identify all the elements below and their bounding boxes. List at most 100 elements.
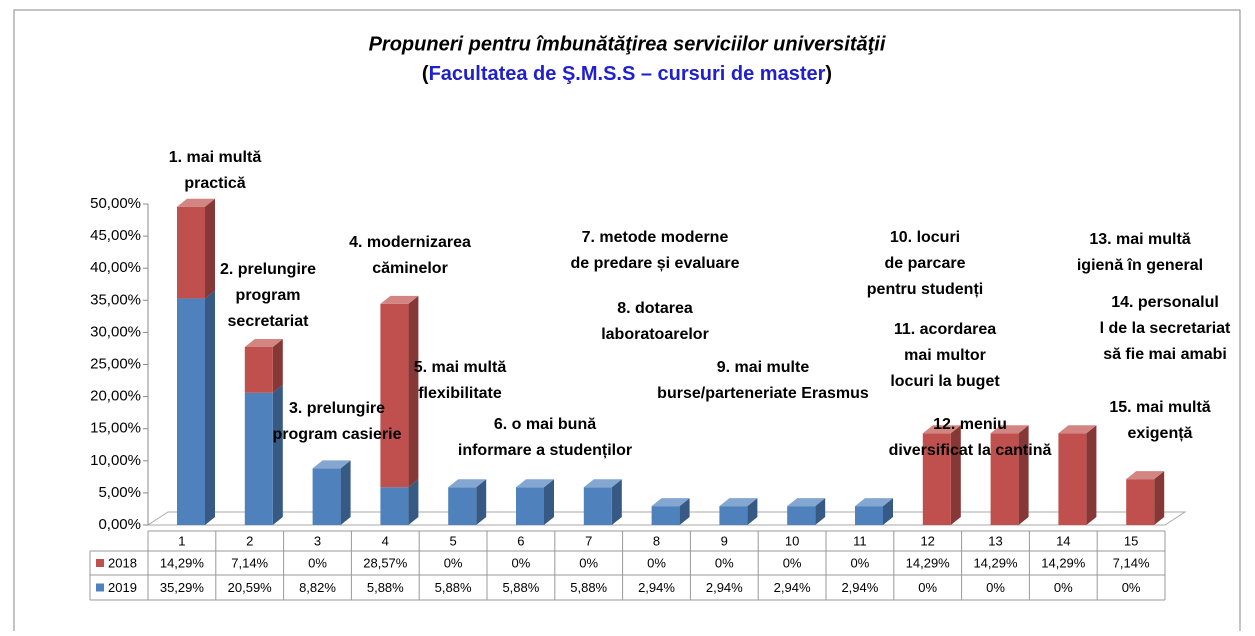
- table-value: 0%: [918, 580, 937, 595]
- chart-title: Propuneri pentru îmbunătăţirea serviciil…: [369, 33, 886, 55]
- bar-top: [855, 498, 893, 507]
- bar-side: [950, 425, 961, 525]
- x-tick-label: 3: [314, 533, 321, 548]
- table-value: 2,94%: [706, 580, 743, 595]
- x-tick-label: 5: [449, 533, 456, 548]
- floor: [146, 511, 1187, 526]
- chart-subtitle: (Facultatea de Ş.M.S.S – cursuri de mast…: [422, 63, 832, 85]
- table-value: 0%: [851, 555, 870, 570]
- table-value: 8,82%: [299, 580, 336, 595]
- annotation: 13. mai multă: [1089, 231, 1190, 248]
- bar: [855, 506, 883, 525]
- bar: [922, 433, 951, 525]
- annotation: locuri la buget: [890, 373, 1000, 390]
- x-tick-label: 10: [785, 533, 799, 548]
- subtitle-main: Facultatea de Ş.M.S.S – cursuri de maste…: [429, 63, 826, 85]
- y-tick-label: 45,00%: [90, 227, 141, 244]
- subtitle-open: (: [422, 63, 429, 85]
- bar-side: [1018, 425, 1029, 525]
- table-value: 0%: [715, 555, 734, 570]
- annotation: 10. locuri: [890, 229, 960, 246]
- table-value: 0%: [986, 580, 1005, 595]
- y-tick-label: 20,00%: [90, 388, 141, 405]
- bar-side: [544, 479, 554, 525]
- bar: [651, 506, 680, 525]
- bar: [244, 392, 273, 525]
- table-value: 0%: [647, 555, 666, 570]
- legend-swatch: [96, 583, 104, 592]
- bar-side: [205, 198, 215, 299]
- bar: [516, 487, 544, 525]
- bar-side: [1086, 425, 1097, 525]
- table-value: 7,14%: [231, 555, 268, 570]
- bar: [583, 487, 612, 525]
- y-tick-label: 30,00%: [90, 323, 141, 340]
- annotation: informare a studenților: [458, 442, 632, 459]
- annotation: 5. mai multă: [414, 359, 507, 376]
- bar-side: [272, 338, 283, 393]
- table-value: 14,29%: [973, 555, 1018, 570]
- bar-top: [787, 498, 826, 507]
- annotation: de parcare: [885, 255, 966, 272]
- bar: [177, 298, 205, 525]
- annotation: de predare și evaluare: [571, 255, 740, 272]
- bar-side: [747, 498, 758, 525]
- bar: [990, 433, 1019, 525]
- bar-side: [205, 290, 215, 525]
- annotation: 15. mai multă: [1109, 399, 1210, 416]
- x-tick-label: 2: [246, 533, 253, 548]
- x-tick-label: 12: [920, 533, 934, 548]
- annotation: flexibilitate: [418, 385, 502, 402]
- table-value: 2,94%: [841, 580, 878, 595]
- annotation: laboratoarelor: [601, 326, 709, 343]
- legend-swatch: [96, 559, 104, 567]
- bar-top: [312, 460, 351, 469]
- legend-label: 2019: [108, 580, 137, 595]
- bar-side: [883, 498, 893, 525]
- annotation: mai multor: [904, 347, 986, 364]
- bar-side: [1154, 471, 1165, 525]
- x-tick-label: 4: [382, 533, 389, 548]
- bar: [448, 487, 477, 525]
- annotation: 6. o mai bună: [494, 416, 596, 433]
- annotation: program casierie: [273, 426, 402, 443]
- table-value: 5,88%: [570, 580, 607, 595]
- annotation: 12. meniu: [933, 416, 1007, 433]
- y-tick-label: 0,00%: [98, 516, 141, 533]
- x-tick-label: 1: [178, 533, 185, 548]
- y-tick-label: 35,00%: [90, 291, 141, 308]
- x-tick-label: 13: [988, 533, 1002, 548]
- table-value: 14,29%: [1041, 555, 1086, 570]
- annotation: 7. metode moderne: [582, 229, 729, 246]
- table-value: 2,94%: [638, 580, 675, 595]
- bar: [787, 506, 816, 525]
- subtitle-close: ): [825, 63, 832, 85]
- x-tick-label: 8: [653, 533, 660, 548]
- annotation: l de la secretariat: [1100, 320, 1231, 337]
- annotation: să fie mai amabi: [1103, 346, 1227, 363]
- table-value: 28,57%: [363, 555, 408, 570]
- bar-top: [990, 425, 1029, 434]
- annotation: căminelor: [372, 260, 448, 277]
- annotation: 14. personalul: [1111, 294, 1219, 311]
- bar: [719, 506, 748, 525]
- table-value: 0%: [1122, 580, 1141, 595]
- bar-side: [815, 498, 826, 525]
- annotation: diversificat la cantină: [889, 442, 1052, 459]
- table-value: 7,14%: [1113, 555, 1150, 570]
- y-tick-label: 25,00%: [90, 355, 141, 372]
- bar-top: [922, 425, 961, 434]
- table-value: 14,29%: [906, 555, 951, 570]
- y-tick-label: 40,00%: [90, 259, 141, 276]
- y-tick-label: 10,00%: [90, 452, 141, 469]
- bar: [380, 487, 409, 525]
- x-tick-label: 14: [1056, 533, 1070, 548]
- table-value: 5,88%: [367, 580, 404, 595]
- table-value: 14,29%: [160, 555, 205, 570]
- chart-border: [13, 9, 1241, 636]
- table-value: 5,88%: [502, 580, 539, 595]
- annotation: 11. acordarea: [894, 321, 996, 338]
- bar-top: [719, 498, 758, 507]
- bar: [380, 303, 409, 488]
